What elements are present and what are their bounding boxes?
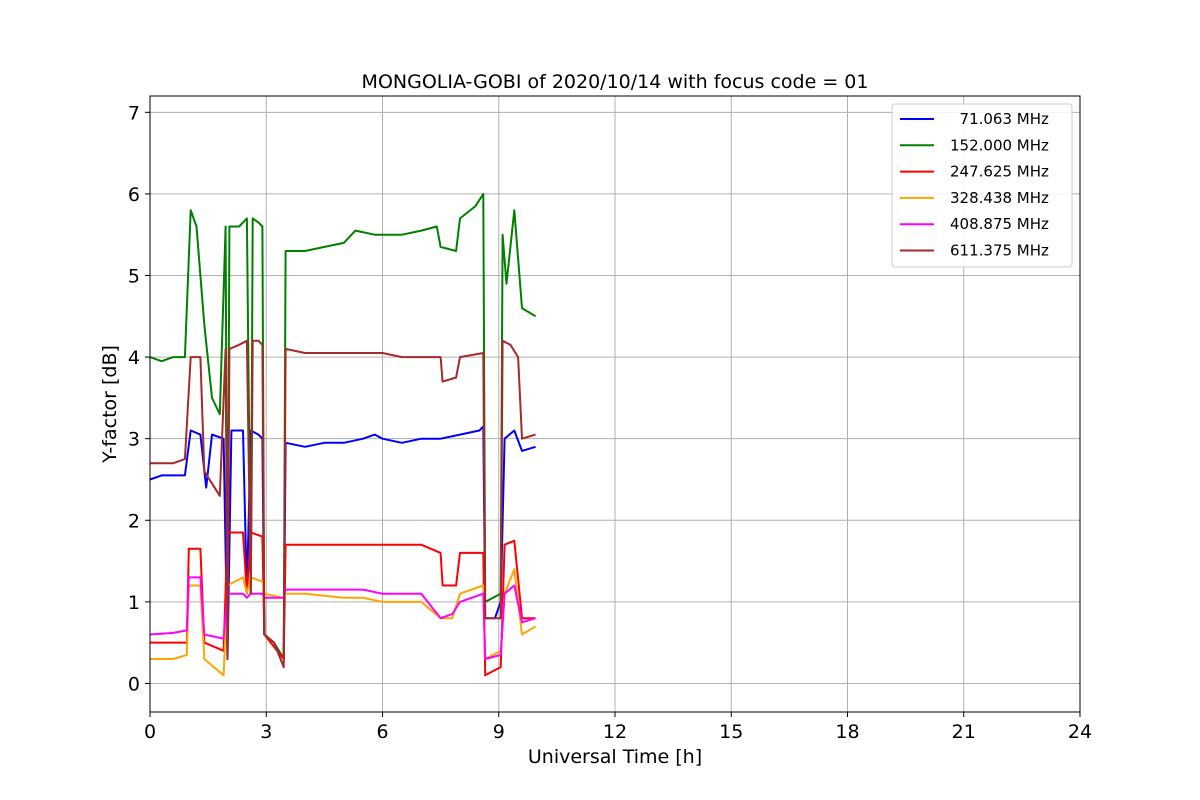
y-axis: 0 1 2 3 4 5 6 7 <box>128 102 150 695</box>
series-layer <box>149 192 537 677</box>
legend-entry-label: 152.000 MHz <box>950 136 1049 154</box>
legend-entry-label: 611.375 MHz <box>950 242 1049 260</box>
y-tick-label: 5 <box>128 265 140 287</box>
y-tick-label: 4 <box>128 347 140 369</box>
y-tick-label: 7 <box>128 102 140 124</box>
x-tick-label: 18 <box>835 721 859 743</box>
x-tick-label: 24 <box>1068 721 1092 743</box>
x-tick-label: 6 <box>376 721 388 743</box>
y-axis-label: Y-factor [dB] <box>99 345 121 464</box>
x-axis-label: Universal Time [h] <box>528 746 702 768</box>
y-tick-label: 6 <box>128 184 140 206</box>
y-tick-label: 3 <box>128 429 140 451</box>
y-tick-label: 0 <box>128 673 140 695</box>
y-tick-label: 1 <box>128 592 140 614</box>
series-line <box>150 339 536 669</box>
x-tick-label: 21 <box>952 721 976 743</box>
series-line <box>149 576 536 660</box>
legend-box <box>891 103 1073 268</box>
y-tick-label: 2 <box>128 510 140 532</box>
x-tick-label: 3 <box>260 721 272 743</box>
legend-entry-label: 408.875 MHz <box>950 215 1049 233</box>
x-axis: 0 3 6 9 12 15 18 21 24 <box>144 712 1092 743</box>
chart-title: MONGOLIA-GOBI of 2020/10/14 with focus c… <box>362 71 869 93</box>
x-tick-label: 12 <box>603 721 627 743</box>
x-tick-label: 0 <box>144 721 156 743</box>
series-line <box>149 192 537 660</box>
x-tick-label: 9 <box>493 721 505 743</box>
legend: 71.063 MHz 152.000 MHz 247.625 MHz 328.438 … <box>891 103 1073 268</box>
legend-entry-label: 71.063 MHz <box>950 110 1049 128</box>
x-tick-label: 15 <box>719 721 743 743</box>
legend-entry-label: 328.438 MHz <box>950 189 1049 207</box>
legend-entry-label: 247.625 MHz <box>950 163 1049 181</box>
